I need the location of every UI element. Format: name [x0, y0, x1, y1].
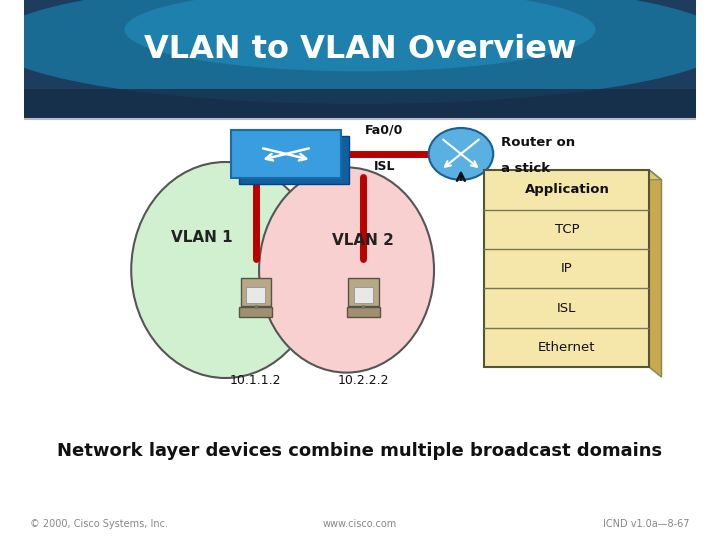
- Text: 10.1.1.2: 10.1.1.2: [230, 374, 282, 387]
- FancyBboxPatch shape: [240, 278, 271, 306]
- Text: Fa0/0: Fa0/0: [365, 124, 403, 137]
- Ellipse shape: [0, 0, 720, 104]
- FancyBboxPatch shape: [348, 278, 379, 306]
- FancyBboxPatch shape: [354, 287, 373, 303]
- Ellipse shape: [131, 162, 320, 378]
- FancyBboxPatch shape: [485, 170, 649, 367]
- Text: VLAN 1: VLAN 1: [171, 230, 233, 245]
- Text: ISL: ISL: [557, 301, 577, 315]
- Polygon shape: [485, 170, 662, 180]
- Text: a stick: a stick: [501, 162, 550, 175]
- Text: IP: IP: [561, 262, 573, 275]
- Text: Network layer devices combine multiple broadcast domains: Network layer devices combine multiple b…: [58, 442, 662, 460]
- FancyBboxPatch shape: [239, 307, 272, 316]
- Ellipse shape: [259, 167, 434, 373]
- Text: ICND v1.0a—8-67: ICND v1.0a—8-67: [603, 519, 690, 529]
- Ellipse shape: [125, 0, 595, 71]
- Polygon shape: [649, 170, 662, 377]
- Text: VLAN to VLAN Overview: VLAN to VLAN Overview: [144, 35, 576, 65]
- Text: Application: Application: [524, 183, 609, 197]
- FancyBboxPatch shape: [347, 307, 380, 316]
- Circle shape: [428, 128, 493, 180]
- Text: VLAN 2: VLAN 2: [333, 233, 395, 248]
- Text: 10.2.2.2: 10.2.2.2: [338, 374, 389, 387]
- FancyBboxPatch shape: [24, 89, 696, 119]
- FancyBboxPatch shape: [231, 130, 341, 178]
- Text: TCP: TCP: [554, 222, 579, 236]
- Text: ISL: ISL: [374, 160, 395, 173]
- Text: Router on: Router on: [501, 136, 575, 148]
- FancyBboxPatch shape: [246, 287, 266, 303]
- FancyBboxPatch shape: [24, 0, 696, 119]
- FancyBboxPatch shape: [239, 137, 349, 185]
- Text: © 2000, Cisco Systems, Inc.: © 2000, Cisco Systems, Inc.: [30, 519, 168, 529]
- Text: Ethernet: Ethernet: [538, 341, 595, 354]
- Text: www.cisco.com: www.cisco.com: [323, 519, 397, 529]
